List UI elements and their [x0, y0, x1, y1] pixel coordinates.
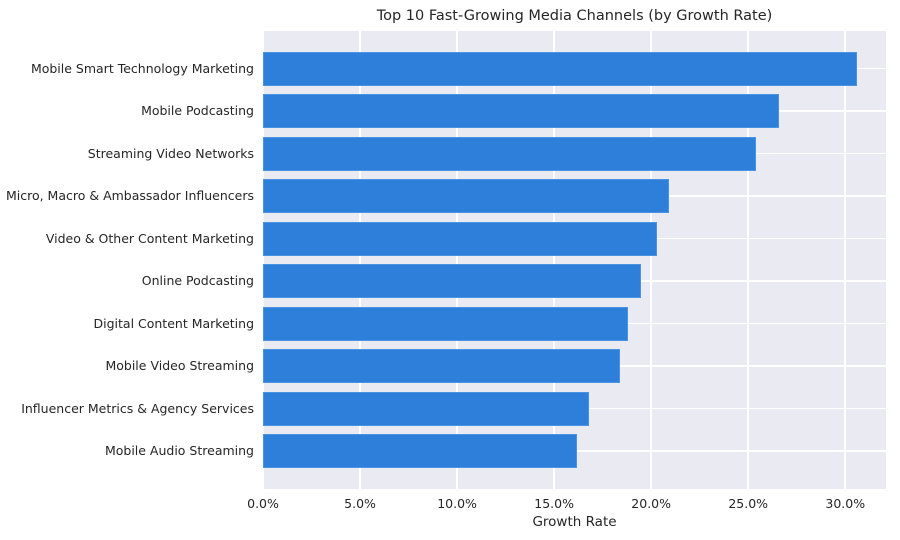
vertical-gridline [262, 31, 264, 489]
bar [263, 136, 756, 171]
vertical-gridline [456, 31, 458, 489]
bar [263, 179, 669, 213]
y-tick-label: Video & Other Content Marketing [45, 230, 254, 246]
y-tick-label: Influencer Metrics & Agency Services [21, 400, 254, 416]
x-tick-label: 5.0% [344, 496, 376, 511]
bar [263, 349, 621, 383]
vertical-gridline [553, 31, 555, 489]
bar [263, 264, 642, 298]
x-tick-label: 10.0% [437, 496, 477, 511]
bar [263, 434, 578, 468]
x-tick-label: 0.0% [247, 496, 279, 511]
x-tick-label: 25.0% [728, 496, 769, 511]
y-tick-label: Mobile Smart Technology Marketing [30, 60, 254, 76]
bar [263, 306, 628, 341]
bar [263, 94, 780, 128]
y-tick-label: Mobile Video Streaming [105, 358, 254, 373]
x-tick-label: 30.0% [825, 496, 866, 511]
vertical-gridline [844, 31, 846, 489]
bar [263, 391, 590, 426]
y-tick-label: Micro, Macro & Ambassador Influencers [5, 188, 254, 203]
y-tick-label: Digital Content Marketing [93, 315, 255, 331]
x-tick-label: 20.0% [631, 496, 672, 511]
bar [263, 51, 857, 86]
vertical-gridline [650, 31, 652, 489]
x-tick-label: 15.0% [534, 496, 574, 511]
y-tick-label: Online Podcasting [141, 273, 254, 288]
y-tick-label: Mobile Audio Streaming [104, 443, 254, 458]
chart-title: Top 10 Fast-Growing Media Channels (by G… [376, 8, 773, 24]
vertical-gridline [747, 31, 749, 489]
plot-area [262, 31, 886, 489]
vertical-gridline [359, 31, 361, 489]
y-tick-label: Streaming Video Networks [87, 145, 254, 161]
y-tick-label: Mobile Podcasting [141, 103, 254, 118]
x-axis-label: Growth Rate [532, 514, 617, 530]
bar [263, 221, 657, 256]
